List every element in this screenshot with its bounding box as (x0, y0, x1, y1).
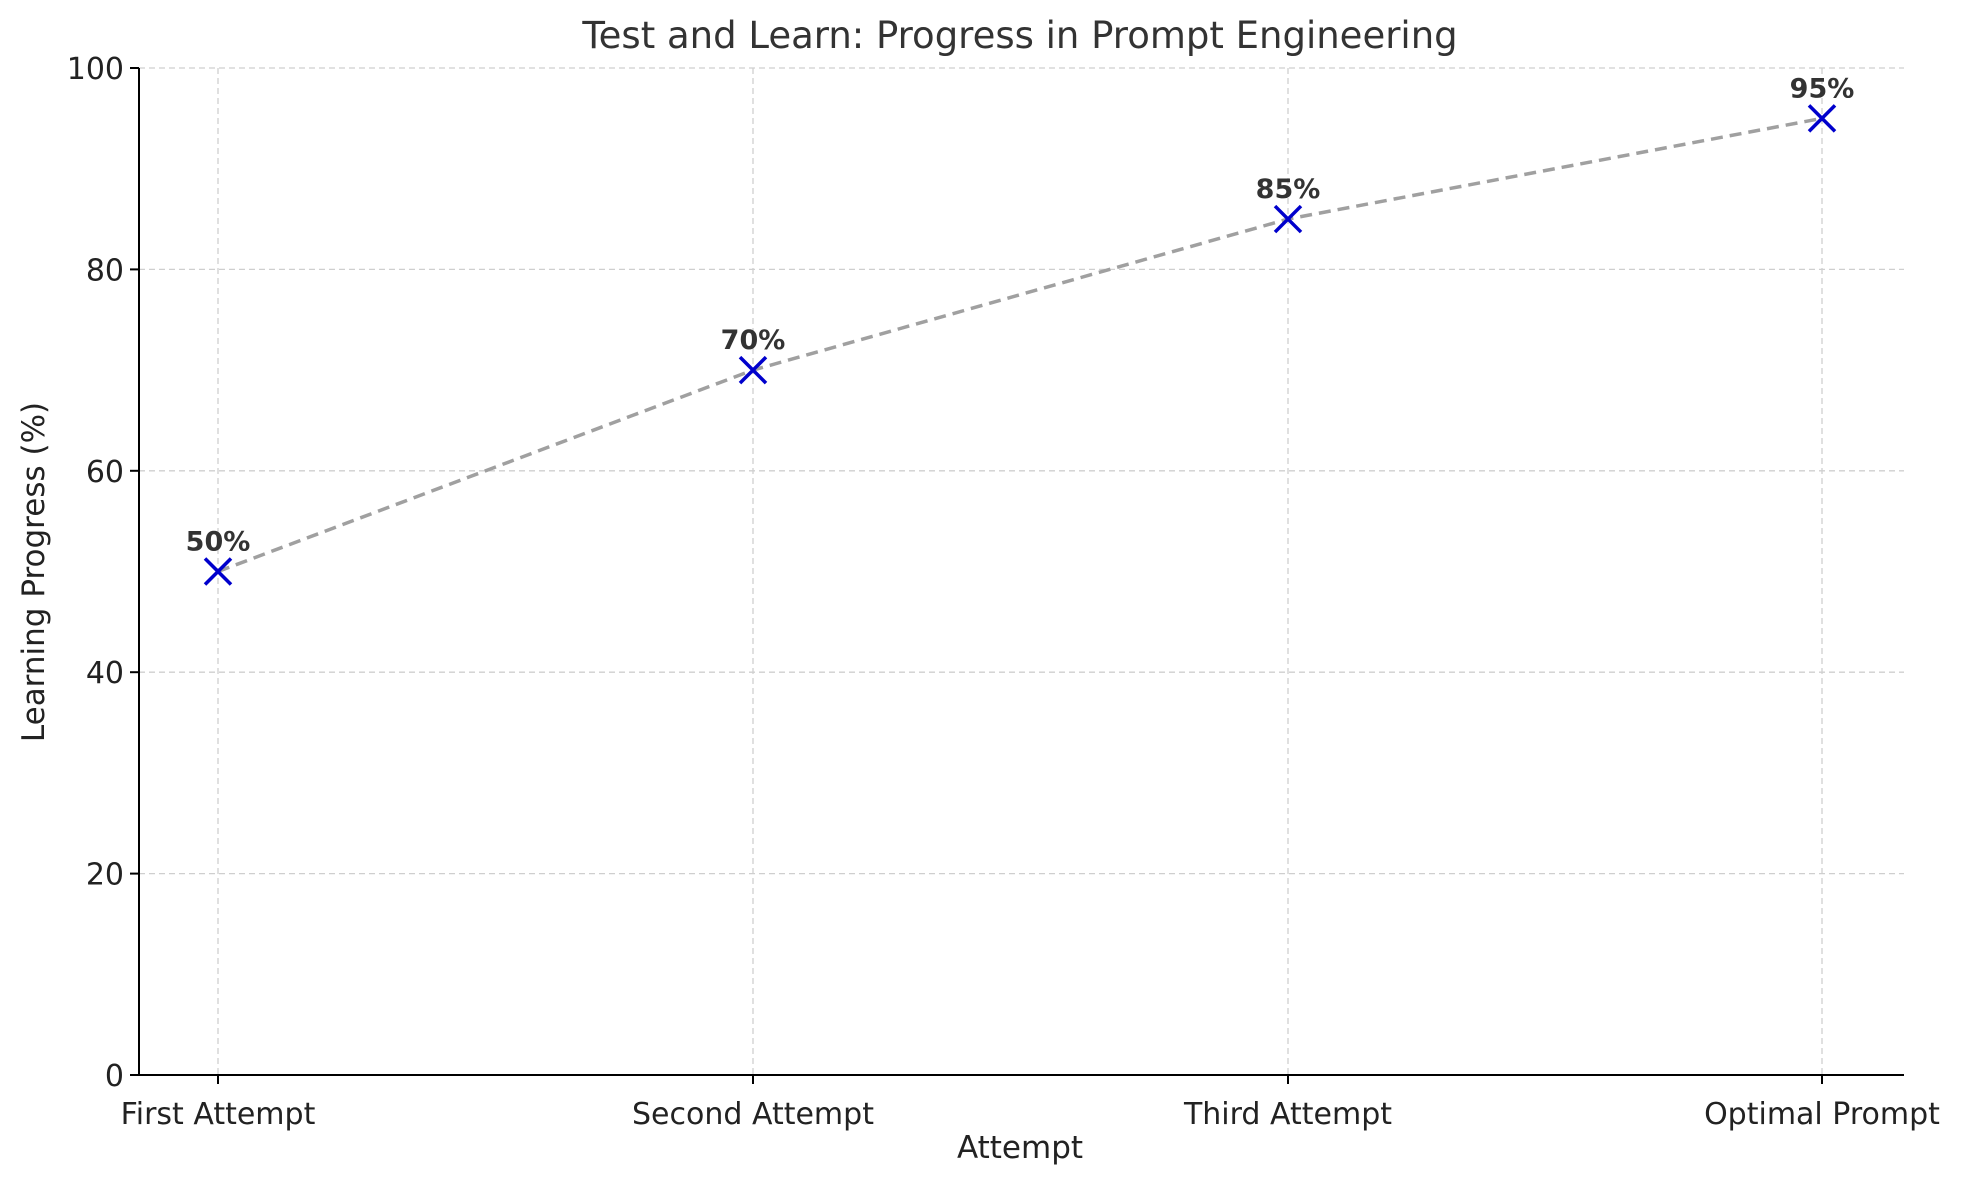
data-label: 70% (721, 325, 786, 356)
x-axis-label: Attempt (957, 1130, 1083, 1166)
marker-stroke (203, 557, 233, 586)
marker-stroke (738, 355, 768, 385)
y-axis-label: Learning Progress (%) (16, 402, 52, 742)
grid (139, 67, 1904, 1075)
data-point-marker (738, 355, 768, 385)
series-line (217, 116, 1823, 574)
x-tick-label: Third Attempt (1183, 1097, 1392, 1132)
marker-stroke (1807, 104, 1837, 133)
y-tick-label: 40 (86, 656, 124, 691)
data-point-marker (1273, 204, 1303, 234)
data-point-marker (203, 557, 233, 586)
chart-title: Test and Learn: Progress in Prompt Engin… (581, 14, 1457, 57)
data-label: 95% (1790, 73, 1855, 104)
x-tick-label: Optimal Prompt (1704, 1097, 1940, 1132)
data-label: 50% (186, 527, 251, 558)
y-tick-label: 20 (86, 858, 124, 893)
data-label: 85% (1256, 174, 1321, 205)
x-tick-label: Second Attempt (632, 1097, 874, 1132)
marker-stroke (1273, 204, 1303, 234)
y-tick-label: 80 (86, 253, 124, 288)
y-tick-label: 100 (67, 52, 124, 87)
y-tick-label: 0 (105, 1059, 124, 1094)
data-point-marker (1807, 104, 1837, 133)
labels: 0 20 40 60 80 100 First Attempt Second Attempt T… (67, 52, 1940, 1132)
series (203, 104, 1837, 586)
axes (130, 67, 1904, 1084)
x-tick-label: First Attempt (121, 1097, 316, 1132)
y-tick-label: 60 (86, 455, 124, 490)
